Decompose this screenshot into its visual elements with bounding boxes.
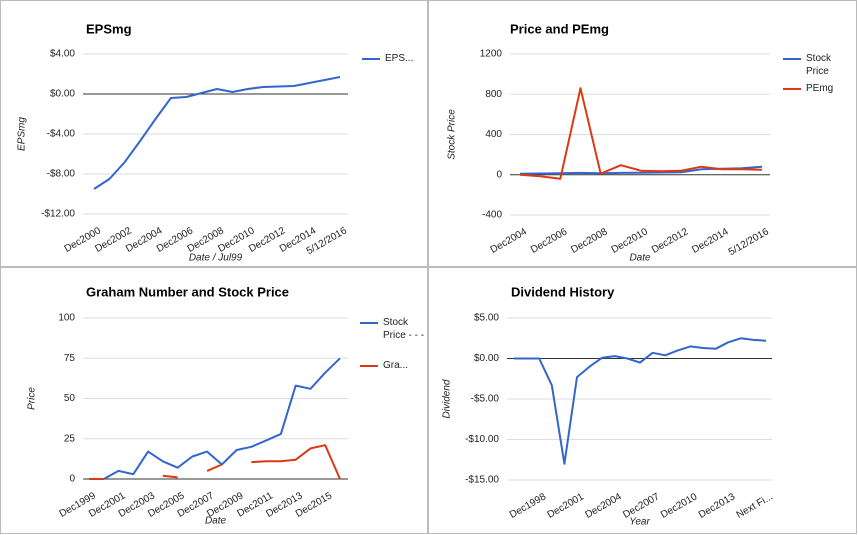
- panel: [0, 267, 428, 534]
- legend-item: EPS...: [385, 53, 414, 64]
- y-tick-label: -$5.00: [471, 394, 500, 405]
- legend-label: Stock Price - - -: [383, 317, 425, 341]
- x-axis-label: Date: [205, 516, 227, 527]
- y-tick-label: 0: [69, 474, 75, 485]
- y-tick-label: 100: [58, 313, 75, 324]
- y-axis-label: EPSmg: [17, 117, 28, 151]
- chart-title: EPSmg: [86, 21, 132, 36]
- chart-title: Dividend History: [511, 284, 615, 299]
- y-tick-label: $0.00: [474, 353, 499, 364]
- series-line: [89, 444, 341, 480]
- y-tick-label: -$12.00: [41, 209, 75, 220]
- y-tick-label: 1200: [480, 49, 503, 60]
- legend-label: EPS...: [385, 53, 414, 64]
- chart-title: Graham Number and Stock Price: [86, 284, 289, 299]
- y-tick-label: $5.00: [474, 313, 499, 324]
- y-axis-label: Stock Price: [447, 109, 458, 160]
- y-tick-label: 800: [485, 89, 502, 100]
- y-tick-label: $4.00: [50, 49, 75, 60]
- x-axis-label: Date: [629, 253, 651, 264]
- y-tick-label: 0: [496, 169, 502, 180]
- y-tick-label: -$15.00: [465, 475, 499, 486]
- y-tick-label: 75: [64, 353, 76, 364]
- y-tick-label: -$10.00: [465, 434, 499, 445]
- series-line: [89, 357, 341, 480]
- y-tick-label: -400: [482, 210, 502, 221]
- legend-item: Gra...: [383, 360, 409, 371]
- y-tick-label: -$8.00: [47, 169, 76, 180]
- y-tick-label: 50: [64, 393, 76, 404]
- legend-label: PEmg: [806, 83, 834, 94]
- legend-item: Stock Price - - -: [383, 317, 425, 341]
- series-line: [93, 76, 341, 190]
- legend-item: PEmg: [806, 83, 834, 94]
- series-line: [519, 87, 763, 180]
- chart-title: Price and PEmg: [510, 21, 609, 36]
- x-axis-label: Date / Jul99: [189, 253, 243, 264]
- y-axis-label: Price: [27, 387, 38, 410]
- y-axis-label: Dividend: [442, 379, 453, 418]
- y-tick-label: $0.00: [50, 89, 75, 100]
- series-line: [514, 337, 767, 465]
- x-axis-label: Year: [629, 517, 650, 528]
- legend-label: Stock Price: [806, 53, 832, 77]
- y-tick-label: 400: [485, 129, 502, 140]
- panel: [428, 0, 857, 267]
- legend-item: Stock Price: [806, 53, 832, 77]
- legend-label: Gra...: [383, 360, 409, 371]
- y-tick-label: -$4.00: [47, 129, 76, 140]
- y-tick-label: 25: [64, 433, 76, 444]
- panel: [428, 267, 857, 534]
- panel: [0, 0, 428, 267]
